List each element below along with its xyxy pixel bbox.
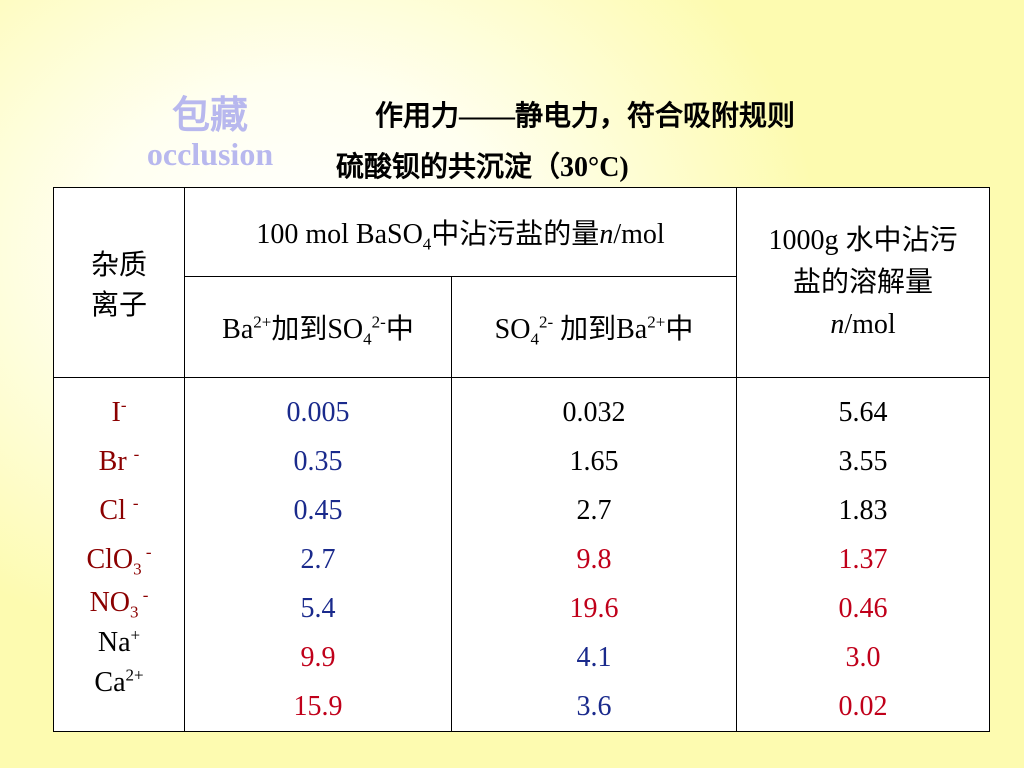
title-temperature: （30°C) bbox=[532, 152, 629, 183]
ion-sup: - bbox=[141, 542, 152, 562]
header-solubility: 1000g 水中沾污 盐的溶解量 n/mol bbox=[736, 187, 990, 378]
ion-base: Cl bbox=[99, 495, 133, 526]
value-cell: 3.6 bbox=[576, 691, 612, 722]
ion-base: ClO bbox=[86, 544, 134, 575]
header-solubility-unit-text: /mol bbox=[844, 308, 896, 340]
value-cell: 15.9 bbox=[293, 691, 343, 722]
value-cell: 5.4 bbox=[300, 593, 336, 624]
value-cell: 9.8 bbox=[576, 544, 612, 575]
header-impurity-line2: 离子 bbox=[90, 289, 147, 321]
header-impurity-line1: 杂质 bbox=[90, 249, 147, 281]
header-group-mid: 中沾污盐的量 bbox=[431, 219, 600, 250]
header-colA-mid: 加到SO bbox=[271, 314, 364, 345]
header-group-baso4: 100 mol BaSO4中沾污盐的量n/mol bbox=[184, 187, 737, 277]
title-line-2: 硫酸钡的共沉淀（30°C) bbox=[336, 145, 629, 185]
value-cell: 1.65 bbox=[569, 446, 619, 477]
value-cell: 0.46 bbox=[838, 593, 888, 624]
header-colA-sup1: 2+ bbox=[253, 312, 272, 332]
ion-base: Na bbox=[97, 627, 131, 658]
ion-sup: - bbox=[138, 585, 149, 605]
ion-sup: - bbox=[133, 444, 140, 464]
ion-row: ClO3 - bbox=[54, 535, 184, 584]
ion-sub: 3 bbox=[130, 602, 139, 622]
value-cell: 0.35 bbox=[293, 446, 343, 477]
value-cell: 3.0 bbox=[845, 642, 881, 673]
header-colA-ba: Ba bbox=[222, 314, 254, 345]
ion-row: Na+ bbox=[54, 624, 184, 664]
ion-row: Cl - bbox=[54, 486, 184, 535]
ba-to-so4-column: 0.005 0.35 0.45 2.7 5.4 9.9 15.9 bbox=[184, 377, 452, 732]
value-cell: 0.45 bbox=[293, 495, 343, 526]
ion-sup: + bbox=[130, 625, 141, 645]
ion-row: I- bbox=[54, 388, 184, 437]
header-colB-so: SO bbox=[494, 314, 531, 345]
header-so4-to-ba: SO42- 加到Ba2+中 bbox=[451, 276, 737, 378]
header-impurity-ion: 杂质 离子 bbox=[53, 187, 185, 378]
ion-base: Br bbox=[98, 446, 134, 477]
value-cell: 5.64 bbox=[838, 397, 888, 428]
header-solubility-line1: 1000g 水中沾污 bbox=[768, 224, 958, 256]
ion-row: NO3 - bbox=[54, 584, 184, 624]
header-group-n: n bbox=[599, 219, 614, 250]
value-cell: 1.83 bbox=[838, 495, 888, 526]
value-cell: 0.032 bbox=[562, 397, 626, 428]
header-colB-mid: 加到Ba bbox=[553, 314, 648, 345]
value-cell: 9.9 bbox=[300, 642, 336, 673]
header-colA-sup2: 2- bbox=[371, 312, 386, 332]
solubility-column: 5.64 3.55 1.83 1.37 0.46 3.0 0.02 bbox=[736, 377, 990, 732]
header-colB-sup2: 2+ bbox=[647, 312, 666, 332]
value-cell: 3.55 bbox=[838, 446, 888, 477]
header-solubility-line2: 盐的溶解量 bbox=[792, 266, 933, 298]
coprecipitation-table: 杂质 离子 100 mol BaSO4中沾污盐的量n/mol 1000g 水中沾… bbox=[53, 187, 990, 732]
so4-to-ba-column: 0.032 1.65 2.7 9.8 19.6 4.1 3.6 bbox=[451, 377, 737, 732]
ion-base: NO bbox=[89, 587, 131, 618]
title-text: 硫酸钡的共沉淀 bbox=[336, 152, 533, 183]
value-cell: 19.6 bbox=[569, 593, 619, 624]
occlusion-label-zh: 包藏 bbox=[171, 95, 248, 137]
ion-sup: - bbox=[132, 493, 139, 513]
header-solubility-n: n bbox=[830, 308, 845, 340]
ion-sup: 2+ bbox=[125, 665, 144, 685]
header-colA-sub: 4 bbox=[363, 329, 372, 349]
ion-base: Ca bbox=[94, 667, 126, 698]
value-cell: 0.005 bbox=[286, 397, 350, 428]
ion-sup: - bbox=[120, 395, 127, 415]
header-solubility-unit: n/mol bbox=[737, 304, 989, 346]
value-cell: 1.37 bbox=[838, 544, 888, 575]
ion-row: Ca2+ bbox=[54, 664, 184, 704]
header-colB-sub: 4 bbox=[530, 329, 539, 349]
ion-row: Br - bbox=[54, 437, 184, 486]
value-cell: 4.1 bbox=[576, 642, 612, 673]
header-ba-to-so4: Ba2+加到SO42-中 bbox=[184, 276, 452, 378]
header-group-unit: /mol bbox=[613, 219, 665, 250]
header-group-sub: 4 bbox=[422, 234, 432, 254]
occlusion-label-en: occlusion bbox=[146, 136, 274, 172]
header-group-prefix: 100 mol BaSO bbox=[256, 219, 423, 250]
value-cell: 2.7 bbox=[576, 495, 612, 526]
ion-sub: 3 bbox=[133, 559, 142, 579]
title-line-1: 作用力——静电力，符合吸附规则 bbox=[375, 101, 796, 132]
value-cell: 0.02 bbox=[838, 691, 888, 722]
ion-base: I bbox=[111, 397, 121, 428]
ion-column: I- Br - Cl - ClO3 - NO3 - Na+ Ca2+ bbox=[53, 377, 185, 732]
header-colB-end: 中 bbox=[665, 314, 694, 345]
header-colA-end: 中 bbox=[385, 314, 414, 345]
value-cell: 2.7 bbox=[300, 544, 336, 575]
header-colB-sup: 2- bbox=[538, 312, 554, 332]
